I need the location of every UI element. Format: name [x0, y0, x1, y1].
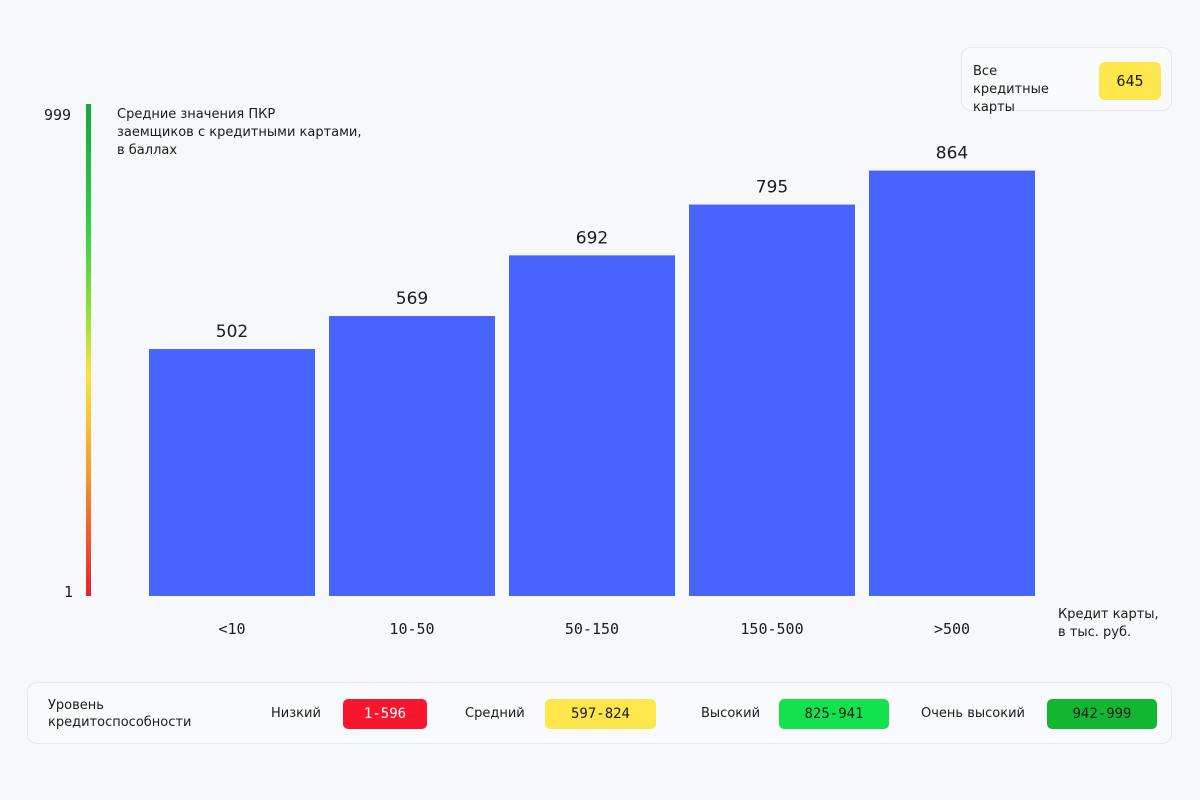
x-axis-unit-label: Кредит карты, в тыс. руб.	[1058, 607, 1159, 640]
legend-name-medium: Средний	[465, 706, 525, 721]
summary-label: Все кредитные карты	[973, 64, 1049, 115]
bar-value-label-3: 795	[756, 178, 788, 198]
summary-value-badge: 645	[1099, 62, 1161, 100]
legend-name-low: Низкий	[271, 706, 321, 721]
x-tick-label-4: >500	[934, 620, 970, 638]
legend-range-very-high: 942-999	[1047, 699, 1157, 729]
bar-value-label-4: 864	[936, 144, 968, 164]
x-tick-label-2: 50-150	[565, 620, 619, 638]
credit-score-scale-bar	[86, 104, 91, 596]
scale-min-label: 1	[64, 583, 74, 601]
bar-1	[329, 315, 495, 596]
legend-range-medium: 597-824	[545, 699, 656, 729]
bar-value-label-0: 502	[216, 322, 248, 342]
bar-value-label-2: 692	[576, 228, 608, 248]
x-tick-label-1: 10-50	[389, 620, 434, 638]
bar-4	[869, 170, 1035, 596]
x-tick-label-3: 150-500	[740, 620, 803, 638]
chart-title: Средние значения ПКР заемщиков с кредитн…	[117, 107, 362, 158]
scale-max-label: 999	[44, 106, 72, 124]
legend-range-low: 1-596	[343, 699, 427, 729]
bar-3	[689, 204, 855, 596]
legend-range-high: 825-941	[779, 699, 889, 729]
summary-card: Все кредитные карты 645	[961, 47, 1172, 115]
legend-panel: Уровень кредитоспособности Низкий 1-596 …	[27, 682, 1172, 744]
bar-0	[149, 349, 315, 596]
legend-name-high: Высокий	[701, 706, 761, 721]
bar-2	[509, 255, 675, 597]
legend-title: Уровень кредитоспособности	[48, 698, 192, 730]
bar-value-label-1: 569	[396, 289, 428, 309]
legend-name-very-high: Очень высокий	[921, 706, 1025, 721]
x-tick-label-0: <10	[218, 620, 245, 638]
